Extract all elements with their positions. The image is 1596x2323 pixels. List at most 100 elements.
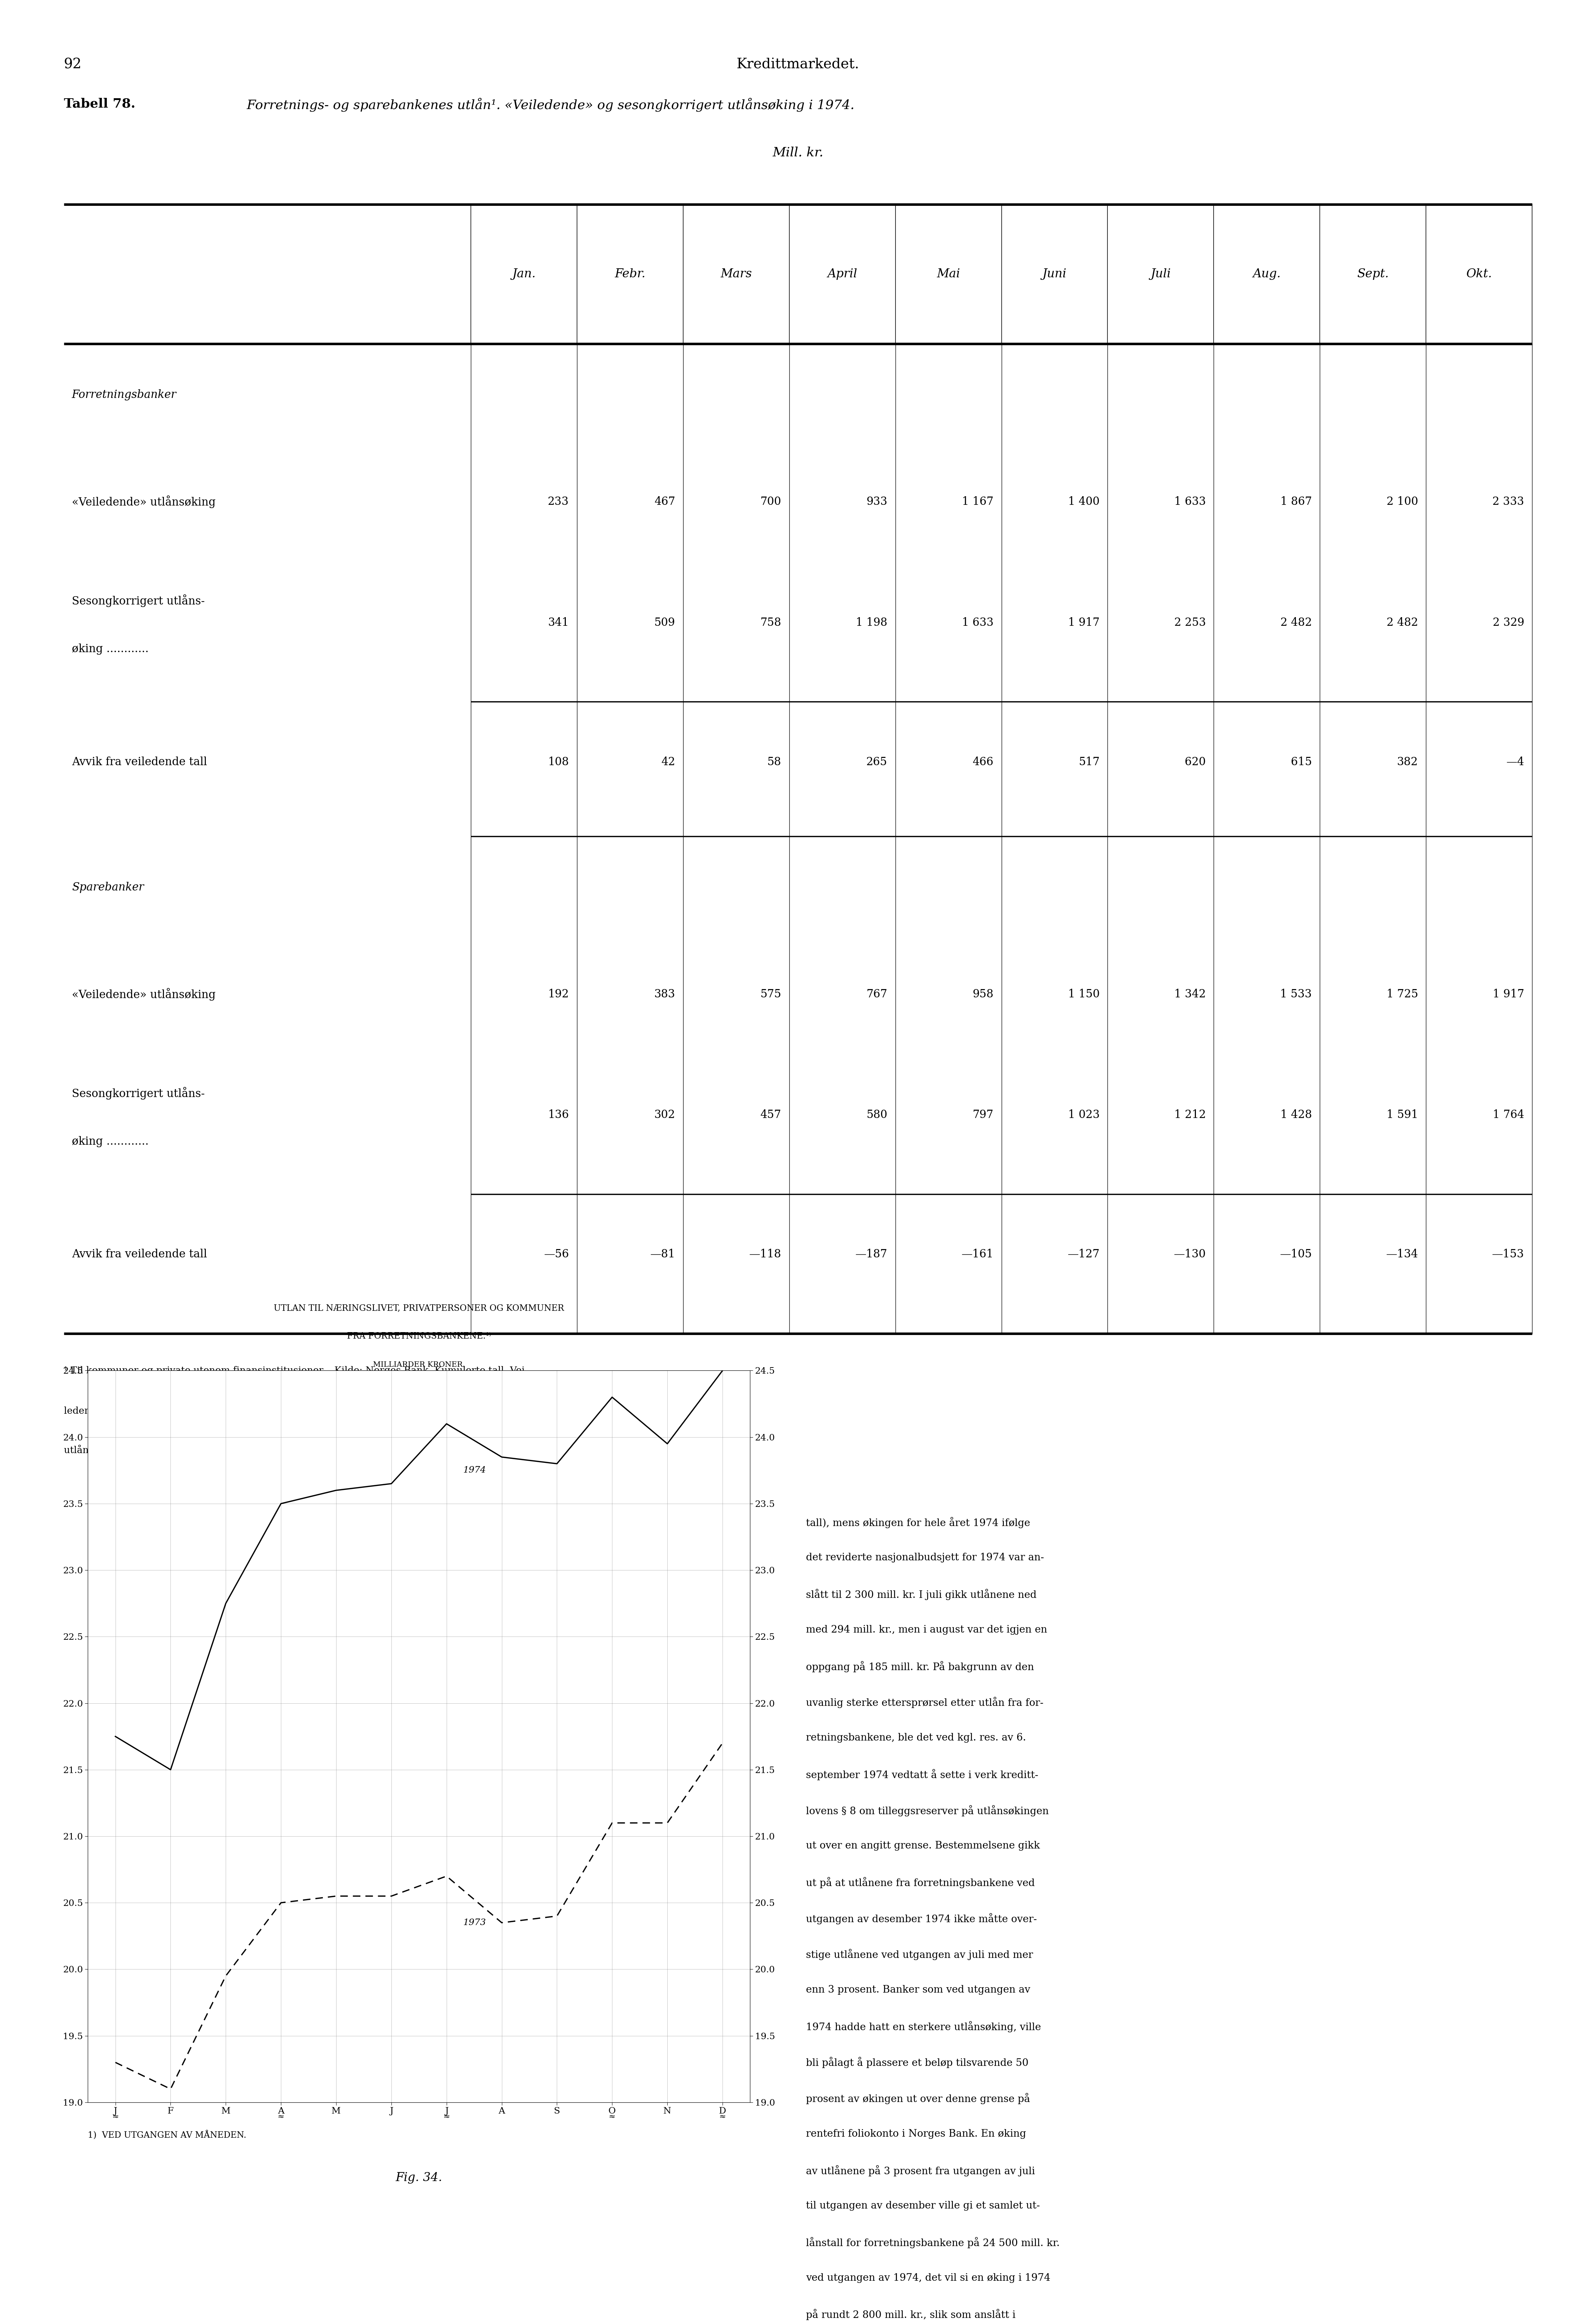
Text: Tabell 78.: Tabell 78. [64, 98, 136, 109]
Text: Sesongkorrigert utlåns-: Sesongkorrigert utlåns- [72, 595, 204, 606]
Text: slått til 2 300 mill. kr. I juli gikk utlånene ned: slått til 2 300 mill. kr. I juli gikk ut… [806, 1589, 1037, 1601]
Text: øking ............: øking ............ [72, 1136, 148, 1148]
Text: 1 023: 1 023 [1068, 1110, 1100, 1120]
Text: med 294 mill. kr., men i august var det igjen en: med 294 mill. kr., men i august var det … [806, 1626, 1047, 1635]
Text: 615: 615 [1291, 757, 1312, 767]
Text: det reviderte nasjonalbudsjett for 1974 var an-: det reviderte nasjonalbudsjett for 1974 … [806, 1554, 1044, 1563]
Text: 108: 108 [547, 757, 570, 767]
Text: UTLAN TIL NÆRINGSLIVET, PRIVATPERSONER OG KOMMUNER: UTLAN TIL NÆRINGSLIVET, PRIVATPERSONER O… [275, 1303, 563, 1312]
Text: 467: 467 [654, 497, 675, 506]
Text: 1974: 1974 [463, 1466, 487, 1475]
Text: 302: 302 [654, 1110, 675, 1120]
Text: Avvik fra veiledende tall: Avvik fra veiledende tall [72, 757, 207, 767]
Text: Forretningsbanker: Forretningsbanker [72, 390, 177, 400]
Text: Jan.: Jan. [512, 269, 536, 279]
Text: 1 764: 1 764 [1492, 1110, 1524, 1120]
Text: 1 342: 1 342 [1175, 990, 1207, 999]
Text: stige utlånene ved utgangen av juli med mer: stige utlånene ved utgangen av juli med … [806, 1949, 1033, 1961]
Text: lånstall for forretningsbankene på 24 500 mill. kr.: lånstall for forretningsbankene på 24 50… [806, 2237, 1060, 2249]
Text: enn 3 prosent. Banker som ved utgangen av: enn 3 prosent. Banker som ved utgangen a… [806, 1986, 1031, 1995]
Text: MILLIARDER KRONER.: MILLIARDER KRONER. [373, 1361, 464, 1368]
Text: lovens § 8 om tilleggsreserver på utlånsøkingen: lovens § 8 om tilleggsreserver på utlåns… [806, 1805, 1049, 1817]
Text: 1974 hadde hatt en sterkere utlånsøking, ville: 1974 hadde hatt en sterkere utlånsøking,… [806, 2021, 1041, 2033]
Text: —105: —105 [1280, 1250, 1312, 1259]
Text: —187: —187 [855, 1250, 887, 1259]
Text: —130: —130 [1173, 1250, 1207, 1259]
Text: April: April [827, 269, 857, 279]
Text: uvanlig sterke ettersprørsel etter utlån fra for-: uvanlig sterke ettersprørsel etter utlån… [806, 1698, 1044, 1707]
Text: —81: —81 [650, 1250, 675, 1259]
Text: 1)  VED UTGANGEN AV MÅNEDEN.: 1) VED UTGANGEN AV MÅNEDEN. [88, 2130, 246, 2139]
Text: 758: 758 [760, 618, 782, 627]
Text: «Veiledende» utlånsøking: «Veiledende» utlånsøking [72, 495, 215, 509]
Text: Juli: Juli [1151, 269, 1171, 279]
Text: 1 428: 1 428 [1280, 1110, 1312, 1120]
Text: 1973: 1973 [463, 1919, 487, 1926]
Text: 517: 517 [1079, 757, 1100, 767]
Text: utgangen av desember 1974 ikke måtte over-: utgangen av desember 1974 ikke måtte ove… [806, 1914, 1037, 1923]
Text: 1 633: 1 633 [962, 618, 993, 627]
Text: Okt.: Okt. [1467, 269, 1492, 279]
Text: 797: 797 [972, 1110, 993, 1120]
Text: 457: 457 [760, 1110, 782, 1120]
Text: ≈: ≈ [278, 2114, 284, 2121]
Text: 233: 233 [547, 497, 570, 506]
Text: ledende utlånstall er beregnet ved en lineær fordeling av bankenes utlånsramme. : ledende utlånstall er beregnet ved en li… [64, 1405, 562, 1415]
Text: 700: 700 [760, 497, 782, 506]
Text: september 1974 vedtatt å sette i verk kreditt-: september 1974 vedtatt å sette i verk kr… [806, 1770, 1039, 1779]
Text: rentefri foliokonto i Norges Bank. En øking: rentefri foliokonto i Norges Bank. En øk… [806, 2130, 1026, 2139]
Text: 1 917: 1 917 [1068, 618, 1100, 627]
Text: 509: 509 [654, 618, 675, 627]
Text: av utlånene på 3 prosent fra utgangen av juli: av utlånene på 3 prosent fra utgangen av… [806, 2165, 1036, 2177]
Text: ¹ Til kommuner og private utenom finansinstitusjoner.   Kilde: Norges Bank. Kumu: ¹ Til kommuner og private utenom finansi… [64, 1366, 528, 1375]
Text: —134: —134 [1385, 1250, 1417, 1259]
Text: på rundt 2 800 mill. kr., slik som anslått i: på rundt 2 800 mill. kr., slik som anslå… [806, 2309, 1015, 2321]
Text: 2 333: 2 333 [1492, 497, 1524, 506]
Text: 1 725: 1 725 [1387, 990, 1417, 999]
Text: 1 400: 1 400 [1068, 497, 1100, 506]
Text: —4: —4 [1507, 757, 1524, 767]
Text: Forretnings- og sparebankenes utlån¹. «Veiledende» og sesongkorrigert utlånsøkin: Forretnings- og sparebankenes utlån¹. «V… [243, 98, 854, 112]
Text: —118: —118 [749, 1250, 782, 1259]
Text: 42: 42 [661, 757, 675, 767]
Text: —161: —161 [961, 1250, 993, 1259]
Text: Mai: Mai [937, 269, 961, 279]
Text: 2 482: 2 482 [1280, 618, 1312, 627]
Text: 382: 382 [1396, 757, 1417, 767]
Text: oppgang på 185 mill. kr. På bakgrunn av den: oppgang på 185 mill. kr. På bakgrunn av … [806, 1661, 1034, 1673]
Text: prosent av økingen ut over denne grense på: prosent av økingen ut over denne grense … [806, 2093, 1029, 2105]
Text: 92: 92 [64, 58, 81, 72]
Text: 620: 620 [1184, 757, 1207, 767]
Text: 1 150: 1 150 [1068, 990, 1100, 999]
Text: «Veiledende» utlånsøking: «Veiledende» utlånsøking [72, 987, 215, 1001]
Text: retningsbankene, ble det ved kgl. res. av 6.: retningsbankene, ble det ved kgl. res. a… [806, 1733, 1026, 1742]
Text: Mill. kr.: Mill. kr. [772, 146, 824, 158]
Text: øking ............: øking ............ [72, 643, 148, 655]
Text: Febr.: Febr. [614, 269, 645, 279]
Text: Kredittmarkedet.: Kredittmarkedet. [737, 58, 859, 72]
Text: ut over en angitt grense. Bestemmelsene gikk: ut over en angitt grense. Bestemmelsene … [806, 1842, 1041, 1851]
Text: 1 212: 1 212 [1175, 1110, 1207, 1120]
Text: 2 482: 2 482 [1387, 618, 1417, 627]
Text: 58: 58 [768, 757, 782, 767]
Text: Avvik fra veiledende tall: Avvik fra veiledende tall [72, 1250, 207, 1259]
Text: —153: —153 [1492, 1250, 1524, 1259]
Text: 383: 383 [654, 990, 675, 999]
Text: Sesongkorrigert utlåns-: Sesongkorrigert utlåns- [72, 1087, 204, 1099]
Text: ved utgangen av 1974, det vil si en øking i 1974: ved utgangen av 1974, det vil si en økin… [806, 2274, 1050, 2284]
Text: 265: 265 [867, 757, 887, 767]
Text: ≈: ≈ [720, 2114, 726, 2121]
Text: —56: —56 [544, 1250, 570, 1259]
Text: FRA FORRETNINGSBANKENE.¹⁾: FRA FORRETNINGSBANKENE.¹⁾ [346, 1331, 492, 1340]
Text: Sparebanker: Sparebanker [72, 883, 144, 892]
Text: 580: 580 [867, 1110, 887, 1120]
Text: 933: 933 [867, 497, 887, 506]
Text: ≈: ≈ [444, 2114, 450, 2121]
Text: 767: 767 [867, 990, 887, 999]
Text: bli pålagt å plassere et beløp tilsvarende 50: bli pålagt å plassere et beløp tilsvaren… [806, 2058, 1028, 2067]
Text: 958: 958 [972, 990, 993, 999]
Text: ut på at utlånene fra forretningsbankene ved: ut på at utlånene fra forretningsbankene… [806, 1877, 1034, 1889]
Text: 1 867: 1 867 [1280, 497, 1312, 506]
Text: 2 253: 2 253 [1175, 618, 1207, 627]
Text: 192: 192 [547, 990, 570, 999]
